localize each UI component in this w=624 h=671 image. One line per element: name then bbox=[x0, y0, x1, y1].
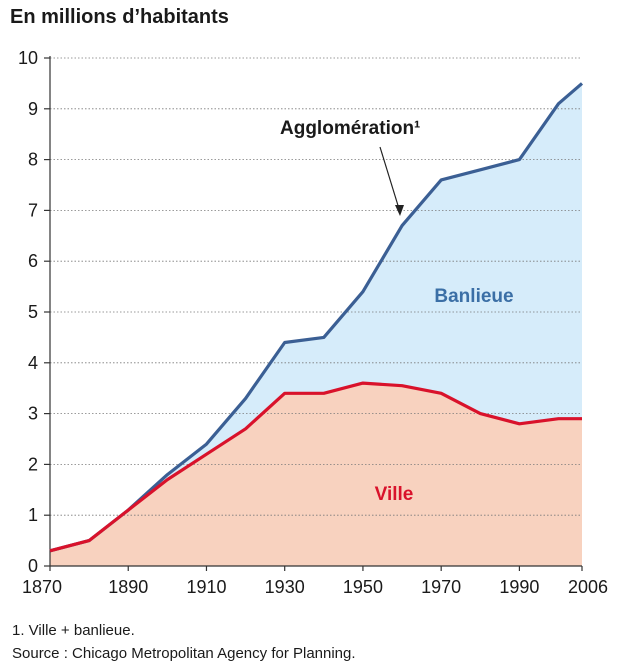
footnote: 1. Ville + banlieue. bbox=[12, 622, 135, 639]
y-tick-label-3: 3 bbox=[28, 404, 38, 424]
pointer-agglomeration bbox=[379, 146, 401, 213]
series-line-ville bbox=[49, 381, 582, 553]
x-tick-label-1950: 1950 bbox=[343, 577, 383, 597]
area-banlieue bbox=[50, 83, 582, 551]
label-banlieue: Banlieue bbox=[434, 286, 513, 307]
y-axis-label: En millions d’habitants bbox=[10, 6, 229, 28]
y-tick-label-7: 7 bbox=[28, 200, 38, 220]
y-tick-label-2: 2 bbox=[28, 454, 38, 474]
chart-svg: 0 1 2 3 4 5 6 7 8 9 10 1870 1890 1910 1930 1950 1970 1990… bbox=[18, 48, 608, 597]
x-tick-label-1930: 1930 bbox=[265, 577, 305, 597]
x-tick-label-1990: 1990 bbox=[499, 577, 539, 597]
x-tick-label-1870: 1870 bbox=[22, 577, 62, 597]
y-tick-label-1: 1 bbox=[28, 505, 38, 525]
area-ville bbox=[50, 383, 582, 566]
label-agglomeration: Agglomération¹ bbox=[280, 118, 420, 139]
y-tick-label-4: 4 bbox=[28, 353, 38, 373]
pointer-arrowhead bbox=[395, 205, 404, 216]
source-note: Source : Chicago Metropolitan Agency for… bbox=[12, 645, 356, 662]
y-tick-label-0: 0 bbox=[28, 556, 38, 576]
y-tick-label-10: 10 bbox=[18, 48, 38, 68]
y-tick-label-8: 8 bbox=[28, 150, 38, 170]
x-tick-label-1890: 1890 bbox=[108, 577, 148, 597]
label-ville: Ville bbox=[375, 484, 414, 505]
x-tick-label-1910: 1910 bbox=[186, 577, 226, 597]
x-tick-label-2006: 2006 bbox=[568, 577, 608, 597]
y-tick-label-6: 6 bbox=[28, 251, 38, 271]
y-tick-label-5: 5 bbox=[28, 302, 38, 322]
y-tick-label-9: 9 bbox=[28, 99, 38, 119]
x-tick-label-1970: 1970 bbox=[421, 577, 461, 597]
